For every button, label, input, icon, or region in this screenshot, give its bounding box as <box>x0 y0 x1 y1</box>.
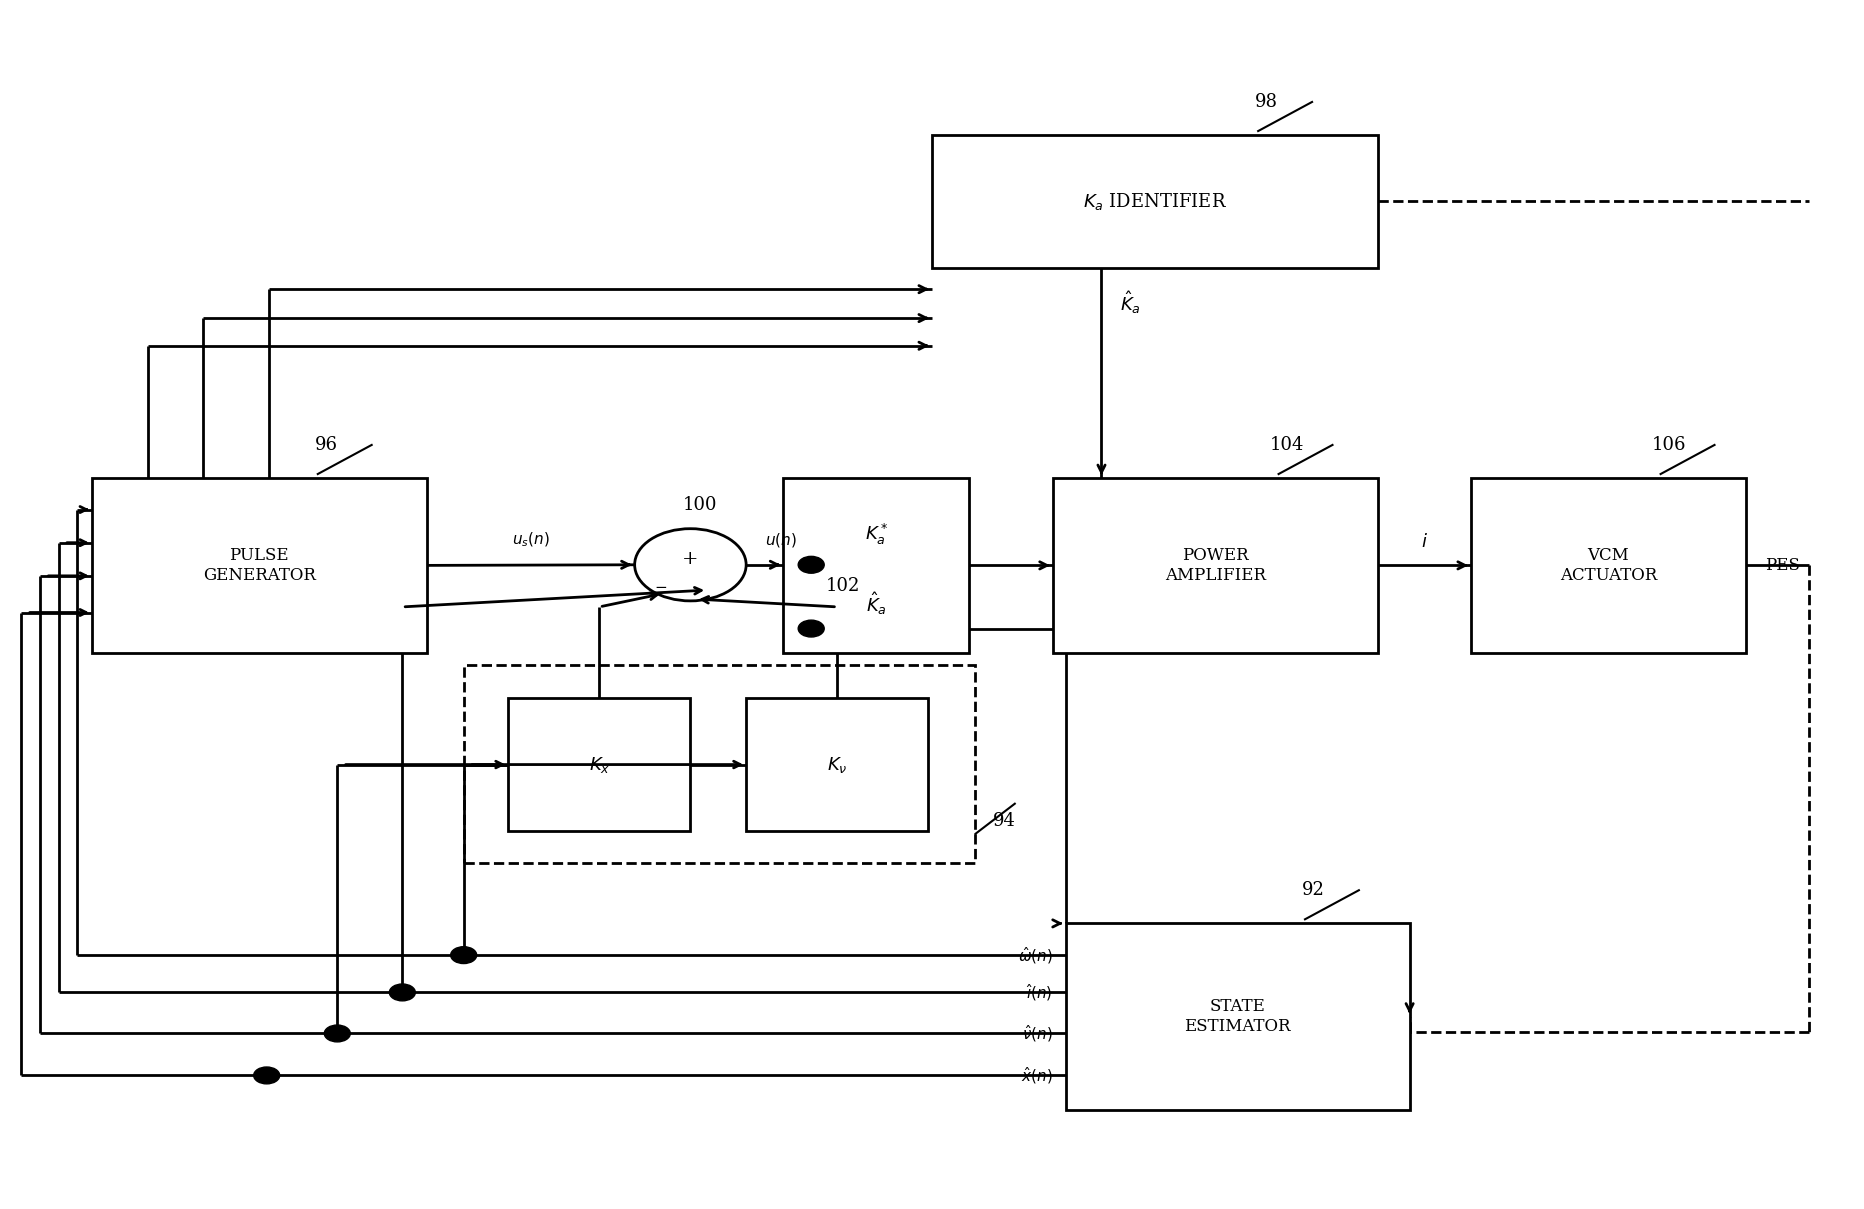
Text: $-$: $-$ <box>654 579 667 594</box>
Text: $\hat{K}_a$: $\hat{K}_a$ <box>1120 289 1141 316</box>
Text: 98: 98 <box>1254 93 1279 111</box>
Text: STATE
ESTIMATOR: STATE ESTIMATOR <box>1184 999 1292 1035</box>
Text: $K_\nu$: $K_\nu$ <box>828 754 848 775</box>
Text: 102: 102 <box>826 578 861 596</box>
Text: $\hat{\nu}(n)$: $\hat{\nu}(n)$ <box>1021 1023 1053 1043</box>
Text: PES: PES <box>1765 557 1799 574</box>
Text: $K_a^*$: $K_a^*$ <box>865 521 887 546</box>
Text: 100: 100 <box>682 496 718 514</box>
Bar <box>91 478 427 653</box>
Bar <box>509 699 690 831</box>
Text: 104: 104 <box>1269 436 1305 455</box>
Text: 106: 106 <box>1652 436 1687 455</box>
Circle shape <box>798 556 824 573</box>
Bar <box>783 478 969 653</box>
Text: 94: 94 <box>994 811 1016 829</box>
Text: $\hat{\omega}(n)$: $\hat{\omega}(n)$ <box>1018 944 1053 966</box>
Text: $u_s(n)$: $u_s(n)$ <box>511 531 550 549</box>
Text: POWER
AMPLIFIER: POWER AMPLIFIER <box>1165 548 1266 584</box>
Bar <box>932 135 1377 267</box>
Circle shape <box>254 1068 280 1083</box>
Text: $\hat{K}_a$: $\hat{K}_a$ <box>865 590 887 617</box>
Circle shape <box>324 1025 350 1042</box>
Circle shape <box>451 947 477 964</box>
Bar <box>746 699 928 831</box>
Text: $\hat{x}(n)$: $\hat{x}(n)$ <box>1021 1065 1053 1086</box>
Bar <box>464 665 975 863</box>
Bar <box>1053 478 1377 653</box>
Text: +: + <box>682 550 699 568</box>
Text: 92: 92 <box>1301 881 1325 899</box>
Text: 96: 96 <box>315 436 337 455</box>
Circle shape <box>390 984 416 1001</box>
Bar <box>1066 924 1409 1110</box>
Text: $i$: $i$ <box>1420 533 1428 551</box>
Text: $\hat{\imath}(n)$: $\hat{\imath}(n)$ <box>1027 982 1053 1003</box>
Bar <box>1471 478 1747 653</box>
Circle shape <box>798 620 824 637</box>
Text: $K_a$ IDENTIFIER: $K_a$ IDENTIFIER <box>1083 191 1227 212</box>
Text: $u(n)$: $u(n)$ <box>764 531 796 549</box>
Text: PULSE
GENERATOR: PULSE GENERATOR <box>203 548 315 584</box>
Text: VCM
ACTUATOR: VCM ACTUATOR <box>1560 548 1657 584</box>
Text: $K_x$: $K_x$ <box>589 754 610 775</box>
